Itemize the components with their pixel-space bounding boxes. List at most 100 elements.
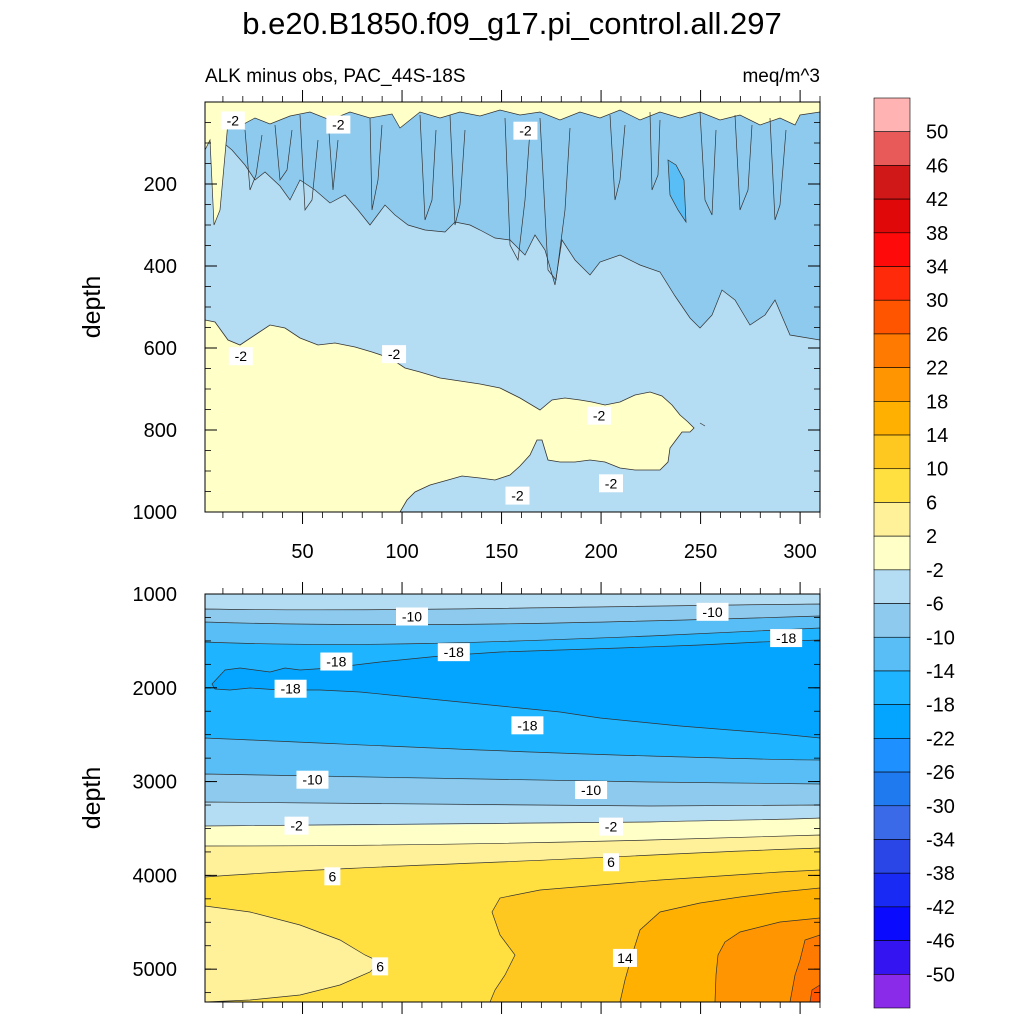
contour-label: 6 xyxy=(372,957,389,976)
lower-fill-26 xyxy=(809,984,820,1002)
contour-label-bg xyxy=(599,474,624,493)
colorbar-swatch xyxy=(873,940,911,975)
contour-label: -18 xyxy=(320,652,353,671)
colorbar-label: 30 xyxy=(926,290,948,312)
lower-fill-22 xyxy=(789,934,820,1002)
colorbar-label: -18 xyxy=(926,695,955,717)
panel-subtitle-left: ALK minus obs, PAC_44S-18S xyxy=(205,66,466,87)
y-tick-label: 400 xyxy=(144,256,177,278)
colorbar-swatch xyxy=(873,97,911,133)
lower-contour-labels: -10 -10 -18 -18 -18 -18 -18 -10 -10 -2 -2 6 6 6 14 xyxy=(274,602,803,976)
contour-label: -2 xyxy=(599,474,624,493)
contour-label-text: -18 xyxy=(280,681,300,697)
colorbar-label: 46 xyxy=(926,155,948,177)
contour-label: -10 xyxy=(395,607,428,626)
x-tick-label: 250 xyxy=(684,541,717,563)
colorbar-swatch xyxy=(873,603,911,638)
contour-label-bg xyxy=(575,781,608,800)
contour-label-bg xyxy=(513,121,538,140)
lower-axis-ticks: 1000 2000 3000 4000 5000 xyxy=(133,582,821,1014)
y-tick-label: 200 xyxy=(144,174,177,196)
contour-label-bg xyxy=(599,817,624,836)
colorbar-swatch xyxy=(873,569,911,604)
contour-label-text: -18 xyxy=(776,630,796,646)
upper-contour-labels: -2 -2 -2 -2 -2 -2 -2 -2 xyxy=(220,111,624,505)
contour-label-bg xyxy=(324,867,341,886)
contour-label-text: 6 xyxy=(607,854,615,870)
figure-title: b.e20.B1850.f09_g17.pi_control.all.297 xyxy=(242,6,782,41)
upper-streaks xyxy=(244,111,787,281)
contour-label: -10 xyxy=(696,602,729,621)
contour-label: -2 xyxy=(228,347,253,366)
contour-label: -2 xyxy=(220,111,245,130)
contour-label-text: -2 xyxy=(605,475,618,491)
y-tick-label: 4000 xyxy=(133,865,178,887)
colorbar-label: 14 xyxy=(926,425,948,447)
contour-label: -10 xyxy=(296,770,329,789)
contour-label-text: -2 xyxy=(605,819,618,835)
contour-label-bg xyxy=(320,652,353,671)
x-tick-label: 100 xyxy=(385,541,418,563)
contour-label: 6 xyxy=(324,867,341,886)
colorbar-label: 34 xyxy=(926,257,948,279)
contour-label-text: -10 xyxy=(302,772,322,788)
lower-panel-frame xyxy=(204,593,821,1003)
contour-label-bg xyxy=(372,957,389,976)
contour-label-text: 6 xyxy=(376,958,384,974)
y-tick-label: 800 xyxy=(144,420,177,442)
contour-label: -18 xyxy=(274,679,307,698)
contour-label-bg xyxy=(505,486,530,505)
colorbar-label: -50 xyxy=(926,964,955,986)
colorbar-swatch xyxy=(873,131,911,166)
contour-label-text: -18 xyxy=(517,717,537,733)
colorbar-swatch xyxy=(873,704,911,739)
colorbar-label: -34 xyxy=(926,829,955,851)
colorbar-label: -22 xyxy=(926,728,955,750)
colorbar-label: 6 xyxy=(926,492,937,514)
colorbar-label: -30 xyxy=(926,796,955,818)
contour-label-text: -2 xyxy=(332,117,345,133)
contour-label-text: 6 xyxy=(328,868,336,884)
colorbar-label: -42 xyxy=(926,897,955,919)
upper-ylabel: depth xyxy=(78,276,106,339)
y-tick-label: 3000 xyxy=(133,772,178,794)
contour-label: 14 xyxy=(612,948,637,967)
x-tick-label: 200 xyxy=(584,541,617,563)
colorbar-swatch xyxy=(873,367,911,402)
contour-label: -2 xyxy=(587,406,612,425)
contour-label-bg xyxy=(228,347,253,366)
colorbar-swatch xyxy=(873,333,911,368)
contour-label-text: -2 xyxy=(235,348,248,364)
contour-label-bg xyxy=(612,948,637,967)
upper-axis-ticks: 200 400 600 800 1000 50 100 150 200 250 300 xyxy=(133,90,821,563)
colorbar-swatch xyxy=(873,973,911,1009)
colorbar-swatch xyxy=(873,502,911,537)
contour-label-bg xyxy=(587,406,612,425)
x-tick-label: 50 xyxy=(291,541,313,563)
colorbar-label: -38 xyxy=(926,863,955,885)
colorbar: 50 46 42 38 34 30 26 22 18 14 10 6 2 -2 -6 -10 -14 -18 -22… xyxy=(873,97,955,1009)
contour-label-bg xyxy=(382,345,407,364)
contour-label-text: -10 xyxy=(702,604,722,620)
colorbar-swatch xyxy=(873,434,911,470)
contour-label: -2 xyxy=(505,486,530,505)
contour-label-text: 14 xyxy=(617,950,633,966)
colorbar-label: 42 xyxy=(926,189,948,211)
colorbar-swatch xyxy=(873,906,911,941)
lower-panel-plot xyxy=(205,594,820,1002)
contour-label-text: -2 xyxy=(511,488,524,504)
colorbar-swatch xyxy=(873,670,911,705)
colorbar-label: -2 xyxy=(926,560,944,582)
upper-fill-surface xyxy=(205,102,820,226)
contour-label: -10 xyxy=(575,781,608,800)
contour-label-text: -10 xyxy=(581,782,601,798)
contour-label-text: -2 xyxy=(388,346,401,362)
colorbar-label: -10 xyxy=(926,627,955,649)
panel-subtitle-right: meq/m^3 xyxy=(742,66,820,87)
colorbar-swatch xyxy=(873,165,911,200)
contour-label-text: -2 xyxy=(227,112,240,128)
contour-label: -18 xyxy=(770,629,803,648)
contour-label-text: -18 xyxy=(444,644,464,660)
contour-label-bg xyxy=(395,607,428,626)
